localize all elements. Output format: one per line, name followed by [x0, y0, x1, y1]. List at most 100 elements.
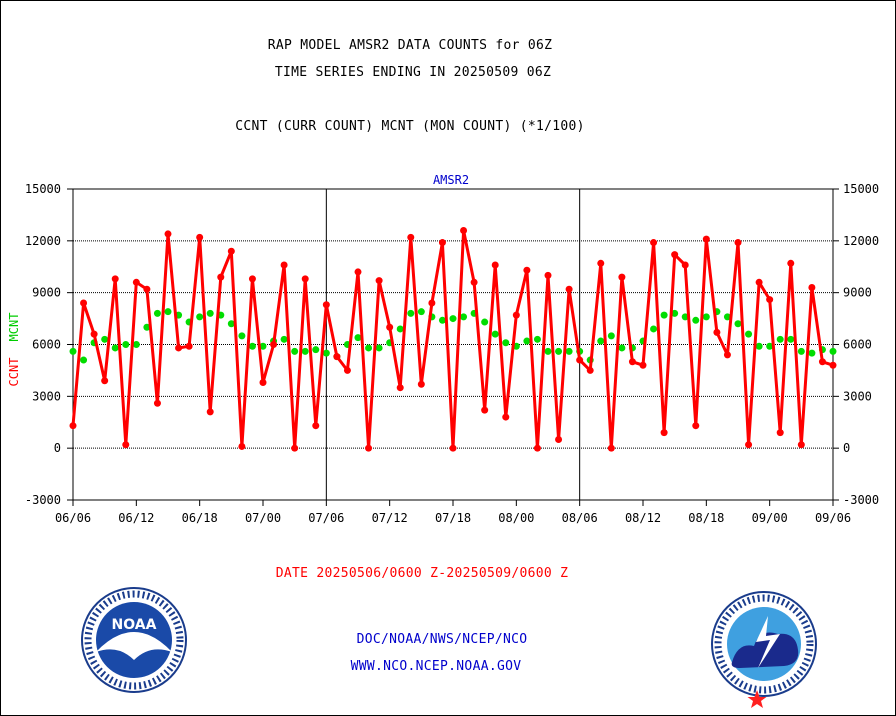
y-tick-label-left: -3000	[25, 493, 61, 507]
data-point-ccnt	[365, 444, 373, 452]
data-point-ccnt	[565, 285, 573, 293]
data-point-ccnt	[354, 268, 362, 276]
x-tick-label: 09/00	[752, 511, 788, 525]
data-point-ccnt	[248, 275, 256, 283]
x-tick-label: 06/12	[118, 511, 154, 525]
data-point-ccnt	[460, 226, 468, 234]
x-tick-label: 07/12	[372, 511, 408, 525]
chart-title: RAP MODEL AMSR2 DATA COUNTS for 06Z	[267, 38, 553, 53]
data-point-ccnt	[692, 422, 700, 430]
data-point-mcnt	[745, 330, 753, 338]
data-point-mcnt	[196, 313, 204, 321]
data-point-mcnt	[438, 316, 446, 324]
data-point-ccnt	[291, 444, 299, 452]
data-point-mcnt	[481, 318, 489, 326]
series-line-ccnt	[71, 229, 834, 450]
data-point-ccnt	[322, 301, 330, 309]
data-point-ccnt	[111, 275, 119, 283]
x-tick-label: 08/12	[625, 511, 661, 525]
data-point-mcnt	[491, 330, 499, 338]
data-point-ccnt	[818, 358, 826, 366]
data-point-mcnt	[301, 347, 309, 355]
data-point-ccnt	[407, 233, 415, 241]
y-tick-labels: -3000 -3000 0 0 3000 3000 6000 6000 9000 9000 1200…	[25, 182, 879, 507]
y-tick-label-right: 0	[843, 441, 850, 455]
data-point-mcnt	[555, 347, 563, 355]
y-tick-label-right: -3000	[843, 493, 879, 507]
x-tick-label: 08/18	[688, 511, 724, 525]
data-point-ccnt	[544, 271, 552, 279]
data-point-ccnt	[481, 406, 489, 414]
data-point-mcnt	[259, 342, 267, 350]
data-point-ccnt	[808, 283, 816, 291]
y-axis-label-mcnt: MCNT	[7, 313, 21, 342]
data-point-ccnt	[491, 261, 499, 269]
noaa-logo-text: NOAA	[112, 617, 157, 633]
data-point-mcnt	[734, 320, 742, 328]
data-point-mcnt	[354, 334, 362, 342]
noaa-logo: NOAA	[81, 587, 187, 693]
data-point-ccnt	[417, 380, 425, 388]
data-point-mcnt	[755, 342, 763, 350]
data-point-ccnt	[196, 233, 204, 241]
data-point-ccnt	[69, 422, 77, 430]
y-tick-label-left: 9000	[32, 286, 61, 300]
data-point-ccnt	[238, 442, 246, 450]
x-tick-label: 08/06	[562, 511, 598, 525]
data-point-mcnt	[122, 341, 130, 348]
data-point-mcnt	[206, 309, 214, 317]
data-point-ccnt	[164, 230, 172, 238]
y-tick-label-right: 3000	[843, 389, 872, 403]
y-tick-label-left: 15000	[25, 182, 61, 196]
data-point-ccnt	[175, 344, 183, 352]
data-point-mcnt	[153, 309, 161, 317]
data-point-mcnt	[681, 313, 689, 321]
data-point-mcnt	[618, 344, 626, 352]
y-tick-label-left: 3000	[32, 389, 61, 403]
data-point-ccnt	[470, 278, 478, 286]
data-point-ccnt	[343, 366, 351, 374]
data-point-ccnt	[523, 266, 531, 274]
data-point-ccnt	[386, 323, 394, 331]
data-point-ccnt	[639, 361, 647, 369]
data-point-mcnt	[565, 347, 573, 355]
data-point-ccnt	[206, 408, 214, 416]
axis-ticks	[67, 188, 839, 506]
x-tick-label: 06/06	[55, 511, 91, 525]
data-point-mcnt	[80, 356, 88, 364]
data-point-ccnt	[618, 273, 626, 281]
data-point-mcnt	[787, 335, 795, 343]
data-point-mcnt	[650, 325, 658, 333]
footer-url[interactable]: WWW.NCO.NCEP.NOAA.GOV	[350, 659, 522, 674]
data-point-mcnt	[322, 349, 330, 357]
data-point-mcnt	[660, 311, 668, 319]
data-point-mcnt	[248, 342, 256, 350]
footer-org: DOC/NOAA/NWS/NCEP/NCO	[356, 632, 528, 647]
y-axis-label-ccnt: CCNT	[7, 358, 21, 387]
y-tick-label-right: 12000	[843, 234, 879, 248]
data-point-mcnt	[607, 332, 615, 340]
data-point-ccnt	[512, 311, 520, 319]
data-point-mcnt	[227, 320, 235, 328]
y-tick-label-left: 6000	[32, 338, 61, 352]
data-point-ccnt	[555, 436, 563, 444]
data-point-ccnt	[723, 351, 731, 359]
data-point-mcnt	[132, 341, 140, 348]
data-point-ccnt	[132, 278, 140, 286]
data-point-ccnt	[80, 299, 88, 307]
data-point-ccnt	[396, 384, 404, 392]
data-point-ccnt	[797, 441, 805, 449]
data-point-ccnt	[745, 441, 753, 449]
data-point-mcnt	[407, 309, 415, 317]
data-point-mcnt	[396, 325, 404, 333]
x-tick-labels: 06/06 06/12 06/18 07/00 07/06 07/12 07/18 08/00…	[55, 511, 851, 525]
data-point-ccnt	[766, 296, 774, 304]
data-point-mcnt	[312, 346, 320, 354]
data-point-mcnt	[797, 347, 805, 355]
data-point-ccnt	[122, 441, 130, 449]
data-point-ccnt	[449, 444, 457, 452]
data-point-ccnt	[301, 275, 309, 283]
data-point-mcnt	[417, 308, 425, 316]
data-point-ccnt	[143, 285, 151, 293]
data-point-ccnt	[671, 251, 679, 259]
